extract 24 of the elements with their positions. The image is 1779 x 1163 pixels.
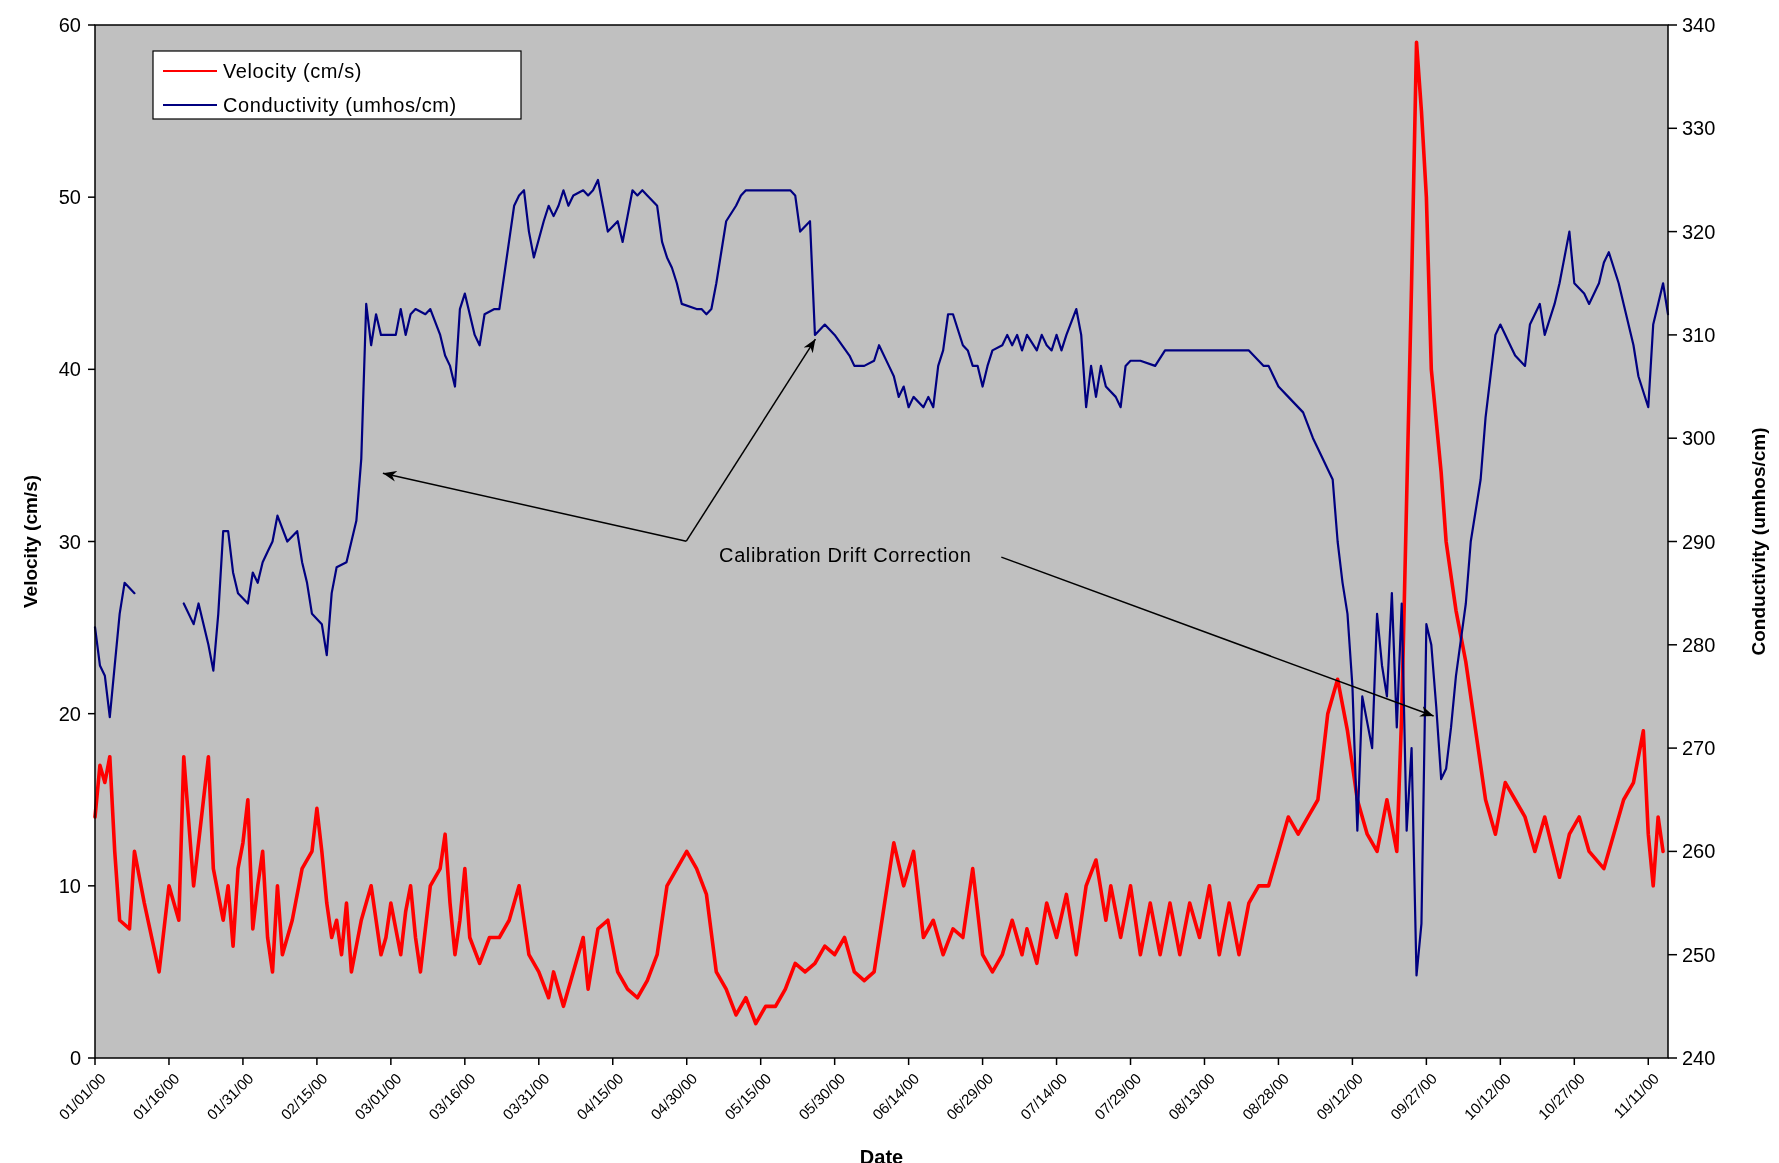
y-axis-title: Velocity (cm/s) — [20, 474, 41, 609]
y-tick-label: 0 — [69, 1047, 81, 1069]
legend-label: Conductivity (umhos/cm) — [223, 94, 457, 116]
y-tick-label: 60 — [58, 14, 81, 36]
y2-tick-label: 340 — [1682, 14, 1716, 36]
y2-tick-label: 260 — [1682, 840, 1716, 863]
y-tick-label: 10 — [58, 874, 81, 897]
y-tick-label: 50 — [58, 186, 81, 209]
y2-tick-label: 310 — [1682, 323, 1716, 346]
y2-tick-label: 290 — [1682, 530, 1716, 553]
y-tick-label: 30 — [58, 530, 81, 553]
legend-label: Velocity (cm/s) — [223, 60, 363, 82]
y2-axis-title: Conductivity (umhos/cm) — [1748, 427, 1769, 656]
annotation: Calibration Drift Correction — [719, 544, 972, 567]
y2-tick-label: 240 — [1682, 1047, 1716, 1069]
y2-tick-label: 330 — [1682, 117, 1716, 140]
y-tick-label: 20 — [58, 702, 81, 725]
y-tick-label: 40 — [58, 358, 81, 381]
y2-tick-label: 300 — [1682, 427, 1716, 450]
y2-tick-label: 270 — [1682, 737, 1716, 760]
y2-tick-label: 280 — [1682, 633, 1716, 656]
y2-tick-label: 250 — [1682, 943, 1716, 966]
y2-tick-label: 320 — [1682, 220, 1716, 243]
line-series — [93, 40, 1665, 1026]
